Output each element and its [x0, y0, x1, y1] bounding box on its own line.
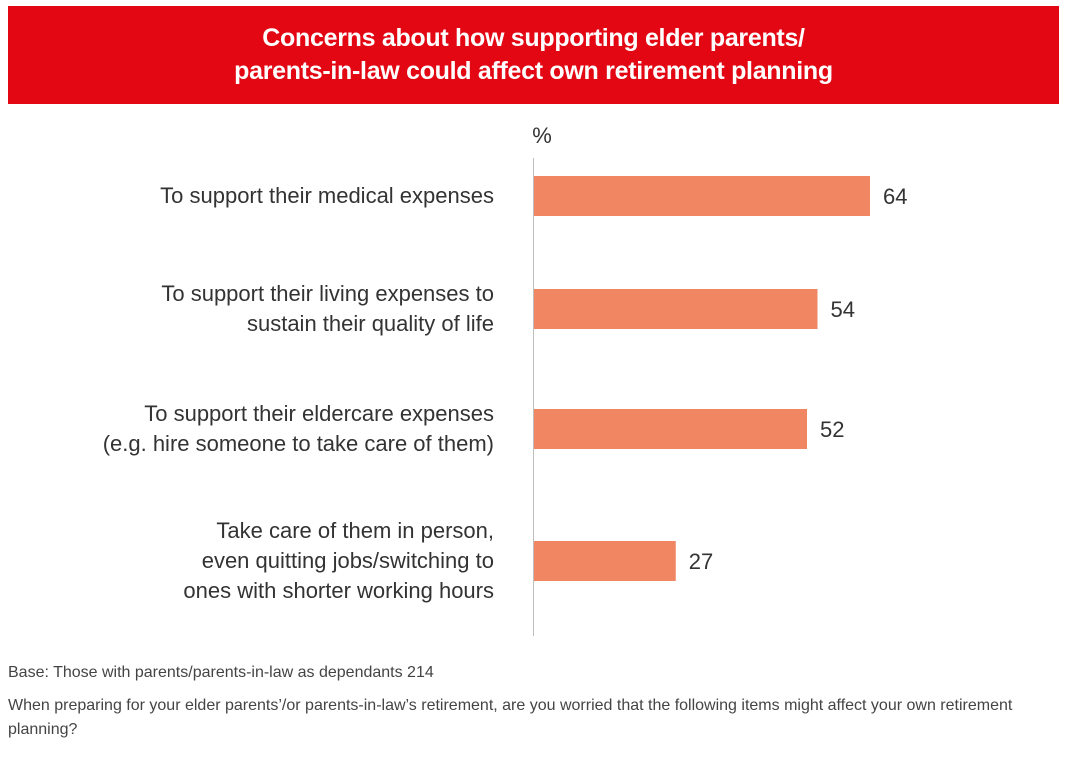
- bar-3: [534, 409, 807, 449]
- footnote-question: When preparing for your elder parents’/o…: [8, 697, 1013, 738]
- category-label-1: To support their medical expenses: [14, 181, 494, 211]
- bar-4: [534, 541, 676, 581]
- chart-title-banner: Concerns about how supporting elder pare…: [8, 6, 1059, 104]
- category-label-3-line-2: (e.g. hire someone to take care of them): [102, 431, 494, 456]
- bars-group: [534, 176, 870, 581]
- value-labels-group: 64 54 52 27: [689, 184, 908, 574]
- category-label-2-line-1: To support their living expenses to: [161, 281, 494, 306]
- category-label-1-line-1: To support their medical expenses: [160, 183, 494, 208]
- category-label-3-line-1: To support their eldercare expenses: [144, 401, 494, 426]
- unit-label: %: [532, 123, 552, 148]
- value-label-1: 64: [883, 184, 907, 209]
- category-label-4: Take care of them in person, even quittin…: [14, 516, 494, 606]
- category-label-2: To support their living expenses to susta…: [14, 279, 494, 339]
- chart-title-line-2: parents-in-law could affect own retireme…: [234, 57, 833, 85]
- category-label-4-line-1: Take care of them in person,: [216, 518, 494, 543]
- category-label-2-line-2: sustain their quality of life: [246, 311, 494, 336]
- category-label-4-line-3: ones with shorter working hours: [183, 578, 494, 603]
- category-label-3: To support their eldercare expenses (e.g.…: [14, 399, 494, 459]
- value-label-2: 54: [831, 297, 855, 322]
- category-label-4-line-2: even quitting jobs/switching to: [201, 548, 494, 573]
- bar-2: [534, 289, 818, 329]
- bar-1: [534, 176, 870, 216]
- value-label-3: 52: [820, 417, 844, 442]
- value-label-4: 27: [689, 549, 713, 574]
- footnote-base: Base: Those with parents/parents-in-law …: [8, 664, 434, 681]
- chart-title-line-1: Concerns about how supporting elder pare…: [262, 24, 805, 52]
